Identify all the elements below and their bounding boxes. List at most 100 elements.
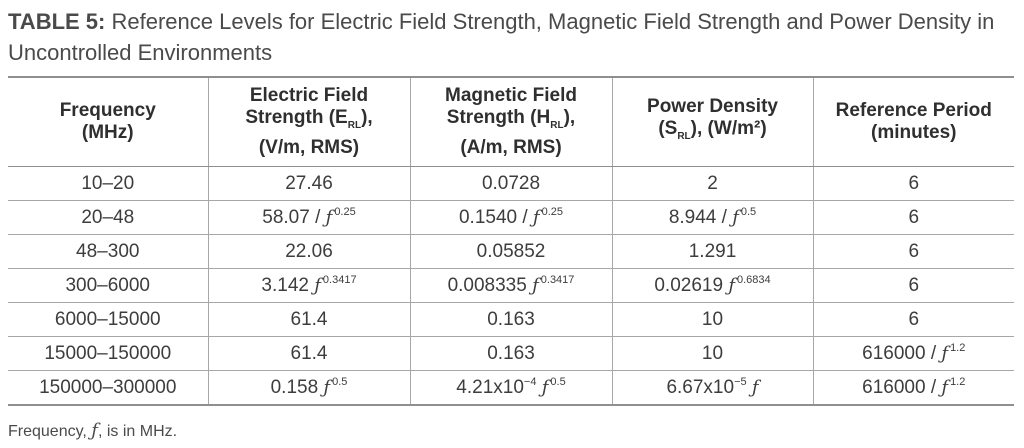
cell-value: 1.291	[688, 240, 737, 262]
f-symbol: ƒ	[532, 275, 539, 296]
cell-value: 0.02619	[654, 275, 729, 296]
cell-electric: 27.46	[207, 166, 410, 201]
cell-value: 0.158	[270, 377, 324, 398]
cell-value: 6	[908, 206, 920, 228]
cell-value: 6	[908, 240, 920, 262]
f-symbol: ƒ	[941, 343, 949, 364]
cell-magnetic: 4.21x10−4 ƒ 0.5	[409, 370, 612, 406]
cell-value: 6	[908, 274, 920, 296]
cell-frequency: 150000–300000	[8, 370, 208, 406]
f-symbol: ƒ	[314, 275, 321, 296]
f-symbol: ƒ	[532, 207, 540, 228]
table-row: 300–6000 3.142 ƒ 0.3417 0.008335 ƒ 0.3417 …	[8, 268, 1014, 303]
cell-power: 10	[611, 336, 813, 371]
header-electric-line2a: Strength (E	[245, 107, 348, 128]
cell-value: 10	[701, 342, 724, 364]
header-magnetic-line2: Strength (HRL),	[411, 107, 612, 137]
power-of-ten-exponent: −4	[523, 376, 537, 388]
cell-value: 0.05852	[476, 240, 546, 262]
header-magnetic-line3: (A/m, RMS)	[460, 137, 562, 158]
cell-value: 61.4	[290, 342, 328, 364]
cell-power: 6.67x10−5 ƒ	[611, 370, 813, 406]
header-magnetic-field: Magnetic Field Strength (HRL), (A/m, RMS…	[409, 77, 612, 167]
header-magnetic-line1: Magnetic Field	[445, 85, 577, 106]
cell-value: 61.4	[290, 308, 328, 330]
f-symbol: ƒ	[323, 377, 331, 398]
table-row: 20–48 58.07 / ƒ 0.25 0.1540 / ƒ 0.25 8.944…	[8, 200, 1014, 235]
cell-magnetic: 0.163	[409, 336, 612, 371]
cell-frequency: 10–20	[8, 166, 208, 201]
power-of-ten-exponent: −5	[734, 376, 747, 388]
table-row: 6000–15000 61.4 0.163 10 6	[8, 302, 1014, 337]
header-period-line1: Reference Period	[835, 100, 992, 121]
header-power-density: Power Density (SRL), (W/m²)	[611, 77, 813, 167]
exponent: 1.2	[950, 376, 966, 388]
cell-value: 2	[707, 172, 718, 194]
exponent: 0.3417	[322, 274, 357, 286]
cell-period: 616000 / ƒ 1.2	[812, 370, 1014, 406]
cell-period: 616000 / ƒ 1.2	[812, 336, 1014, 371]
f-symbol: ƒ	[91, 420, 98, 441]
header-electric-sub: RL	[347, 120, 362, 131]
header-electric-line2: Strength (ERL),	[209, 107, 410, 137]
header-electric-line1: Electric Field	[249, 85, 369, 106]
cell-frequency: 300–6000	[8, 268, 208, 303]
cell-power: 2	[611, 166, 813, 201]
f-symbol: ƒ	[541, 377, 549, 398]
header-magnetic-sub: RL	[550, 120, 564, 131]
cell-electric: 61.4	[207, 336, 410, 371]
exponent: 1.2	[950, 342, 966, 354]
f-symbol: ƒ	[325, 207, 333, 228]
header-power-line2a: (S	[658, 118, 678, 139]
cell-magnetic: 0.163	[409, 302, 612, 337]
cell-value: 4.21x10	[456, 377, 524, 398]
caption-text: Reference Levels for Electric Field Stre…	[8, 9, 995, 65]
cell-power: 10	[611, 302, 813, 337]
table-row: 48–300 22.06 0.05852 1.291 6	[8, 234, 1014, 269]
cell-value: 22.06	[285, 240, 333, 262]
cell-electric: 22.06	[207, 234, 410, 269]
cell-period: 6	[812, 268, 1014, 303]
table-footnote: Frequency, ƒ, is in MHz.	[8, 420, 177, 441]
cell-value: 58.07 /	[262, 207, 326, 228]
header-row: Frequency (MHz) Electric Field Strength …	[8, 77, 1014, 167]
header-frequency-line2: (MHz)	[81, 122, 134, 143]
cell-frequency: 20–48	[8, 200, 208, 235]
exponent: 0.5	[332, 376, 348, 388]
table-row: 150000–300000 0.158 ƒ 0.5 4.21x10−4 ƒ 0.5 …	[8, 370, 1014, 406]
header-power-line2b: ), (W/m²)	[690, 118, 767, 139]
exponent: 0.25	[334, 206, 356, 218]
cell-value: 6.67x10	[666, 377, 735, 398]
cell-period: 6	[812, 234, 1014, 269]
header-period-line2: (minutes)	[871, 122, 957, 143]
table-caption: TABLE 5: Reference Levels for Electric F…	[8, 6, 1013, 68]
header-magnetic-line2b: ),	[563, 107, 576, 128]
cell-value: 0.163	[487, 342, 535, 364]
cell-period: 6	[812, 166, 1014, 201]
cell-value: 8.944 /	[668, 207, 733, 228]
cell-value: 27.46	[285, 172, 333, 194]
exponent: 0.5	[550, 376, 566, 388]
cell-magnetic: 0.008335 ƒ 0.3417	[409, 268, 612, 303]
cell-value: 3.142	[261, 275, 315, 296]
footnote-text-a: Frequency,	[8, 423, 92, 440]
footnote-text-b: , is in MHz.	[97, 423, 178, 440]
exponent: 0.3417	[540, 274, 575, 286]
cell-electric: 58.07 / ƒ 0.25	[207, 200, 410, 235]
cell-power: 1.291	[611, 234, 813, 269]
cell-value: 0.1540 /	[458, 207, 533, 228]
cell-period: 6	[812, 200, 1014, 235]
cell-value: 6	[908, 172, 920, 194]
f-symbol: ƒ	[941, 377, 949, 398]
cell-magnetic: 0.0728	[409, 166, 612, 201]
cell-value: 0.163	[487, 308, 535, 330]
cell-value: 616000 /	[862, 343, 942, 364]
table-row: 10–20 27.46 0.0728 2 6	[8, 166, 1014, 201]
cell-magnetic: 0.05852	[409, 234, 612, 269]
cell-power: 0.02619 ƒ 0.6834	[611, 268, 813, 303]
cell-electric: 0.158 ƒ 0.5	[207, 370, 410, 406]
cell-value: 6	[908, 308, 920, 330]
header-electric-line3: (V/m, RMS)	[258, 137, 360, 158]
exponent: 0.25	[541, 206, 564, 218]
